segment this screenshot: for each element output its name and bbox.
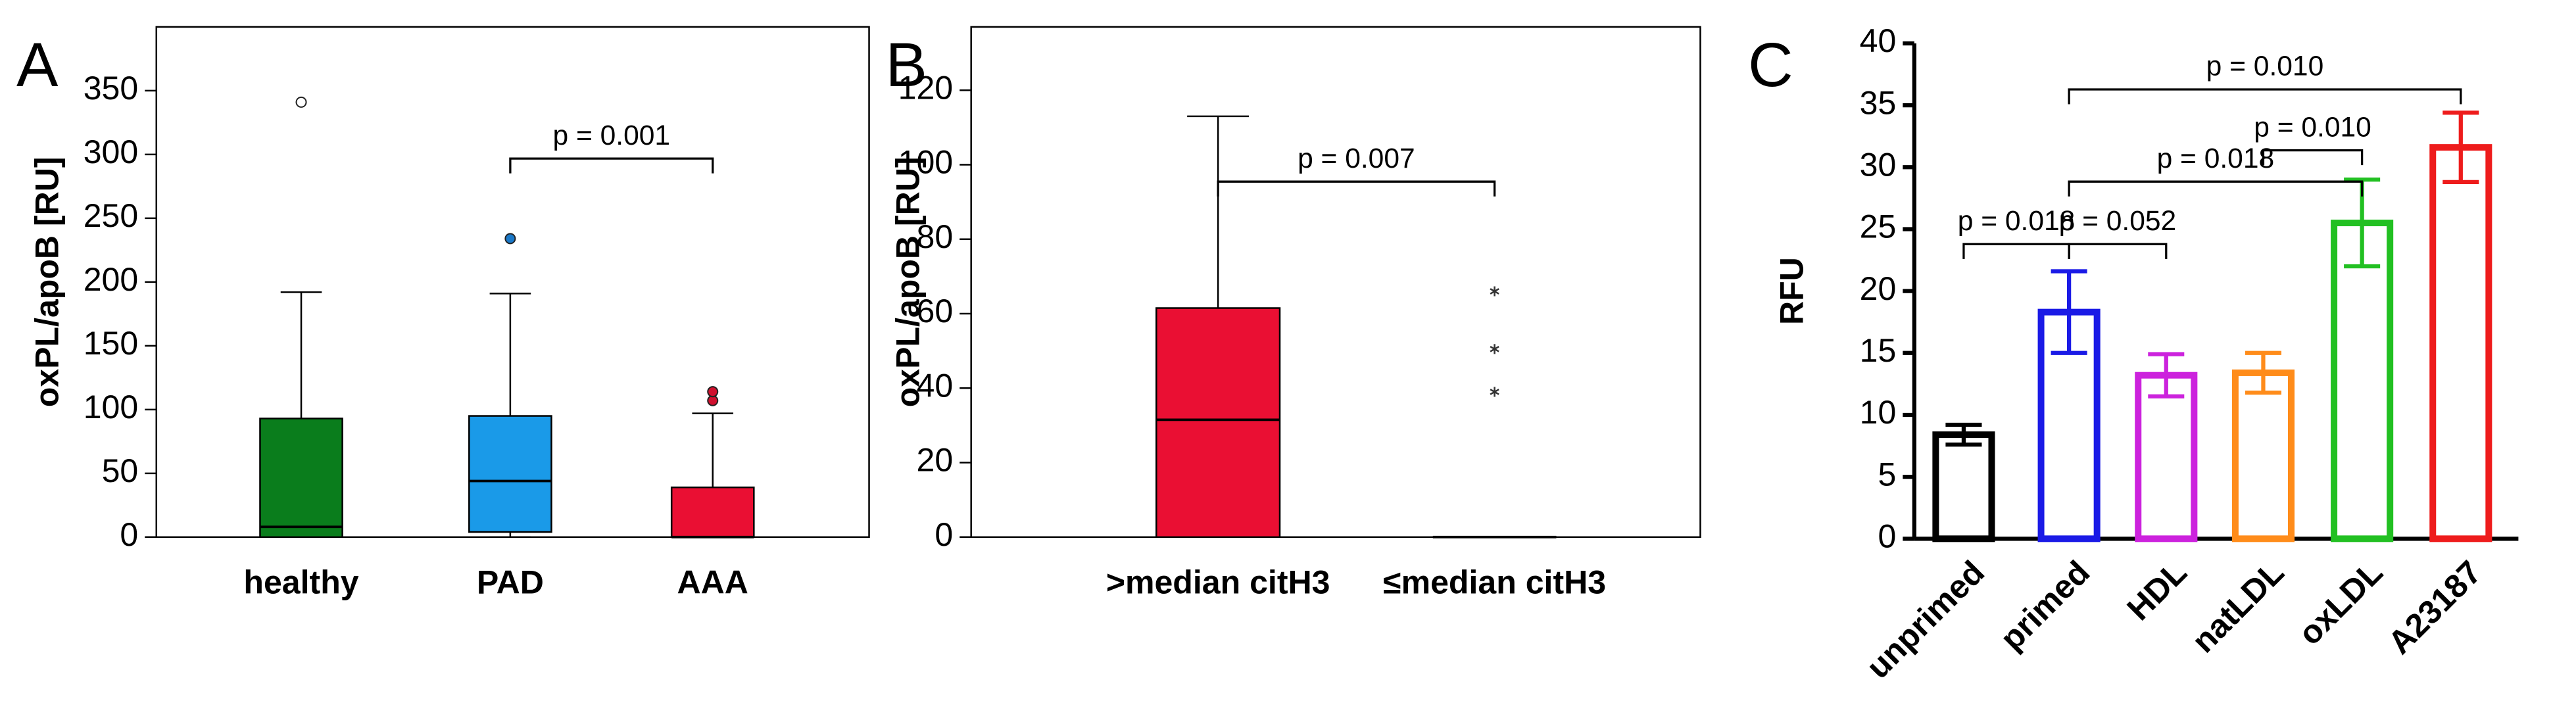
significance-bracket (509, 157, 714, 174)
p-value: p = 0.007 (1298, 143, 1415, 174)
y-axis-title: oxPL/apoB [RU] (889, 156, 926, 407)
p-value: p = 0.010 (2254, 111, 2371, 143)
y-tick-label: 40 (1860, 22, 1897, 59)
y-tick-label: 150 (84, 325, 139, 362)
significance-bracket (2262, 149, 2364, 166)
bar (2231, 369, 2295, 542)
significance-bracket (2068, 88, 2462, 105)
significance-bracket (2068, 180, 2364, 197)
y-axis-title: oxPL/apoB [RU] (28, 156, 65, 407)
y-tick-label: 50 (102, 452, 139, 489)
bar (2135, 372, 2198, 542)
bar (2331, 220, 2394, 542)
box (259, 418, 343, 539)
outlier (707, 386, 719, 398)
x-tick-label: natLDL (2185, 554, 2291, 660)
y-tick-label: 300 (84, 133, 139, 170)
x-tick-label: HDL (2120, 554, 2194, 627)
box (1155, 307, 1281, 539)
p-value: p = 0.052 (2059, 205, 2177, 237)
y-tick-label: 100 (898, 144, 954, 181)
y-tick-label: 100 (84, 389, 139, 425)
p-value: p = 0.001 (553, 120, 671, 151)
panel-label: A (16, 30, 59, 100)
outlier (1490, 344, 1499, 354)
y-tick-label: 10 (1860, 394, 1897, 431)
y-tick-label: 0 (935, 516, 953, 553)
y-tick-label: 25 (1860, 208, 1897, 245)
y-tick-label: 15 (1860, 332, 1897, 369)
y-tick-label: 200 (84, 261, 139, 298)
p-value: p = 0.018 (1958, 205, 2076, 237)
plot-frame (970, 26, 1701, 539)
y-tick-label: 0 (1878, 518, 1896, 555)
bar (1932, 431, 1995, 542)
x-tick-label: AAA (677, 564, 748, 601)
outlier (1490, 286, 1499, 297)
panel-label: C (1748, 30, 1793, 100)
y-tick-label: 60 (916, 293, 953, 329)
x-tick-label: healthy (243, 564, 358, 601)
y-tick-label: 250 (84, 197, 139, 234)
x-tick-label: PAD (477, 564, 544, 601)
box (670, 486, 755, 539)
y-tick-label: 5 (1878, 456, 1896, 493)
box (468, 415, 552, 533)
x-tick-label: >median citH3 (1106, 564, 1330, 601)
significance-bracket (1962, 243, 2070, 259)
significance-bracket (1217, 180, 1496, 197)
significance-bracket (2068, 243, 2168, 259)
y-tick-label: 120 (898, 69, 954, 106)
y-axis-title: RFU (1773, 257, 1810, 325)
y-tick-label: 350 (84, 70, 139, 107)
y-tick-label: 40 (916, 367, 953, 404)
outlier (1490, 387, 1499, 397)
y-tick-label: 20 (1860, 270, 1897, 307)
outlier (295, 96, 307, 108)
x-tick-label: primed (1993, 554, 2097, 658)
x-tick-label: oxLDL (2291, 554, 2390, 652)
y-tick-label: 0 (120, 516, 138, 553)
outlier (504, 233, 516, 245)
x-tick-label: A23187 (2381, 554, 2489, 662)
x-tick-label: unprimed (1859, 554, 1991, 686)
y-tick-label: 35 (1860, 84, 1897, 121)
y-tick-label: 80 (916, 218, 953, 255)
y-tick-label: 20 (916, 442, 953, 479)
x-tick-label: ≤median citH3 (1383, 564, 1606, 601)
y-tick-label: 30 (1860, 147, 1897, 183)
panel-label: B (886, 30, 927, 100)
bar (2429, 144, 2492, 542)
p-value: p = 0.010 (2206, 51, 2324, 82)
p-value: p = 0.018 (2157, 143, 2275, 174)
